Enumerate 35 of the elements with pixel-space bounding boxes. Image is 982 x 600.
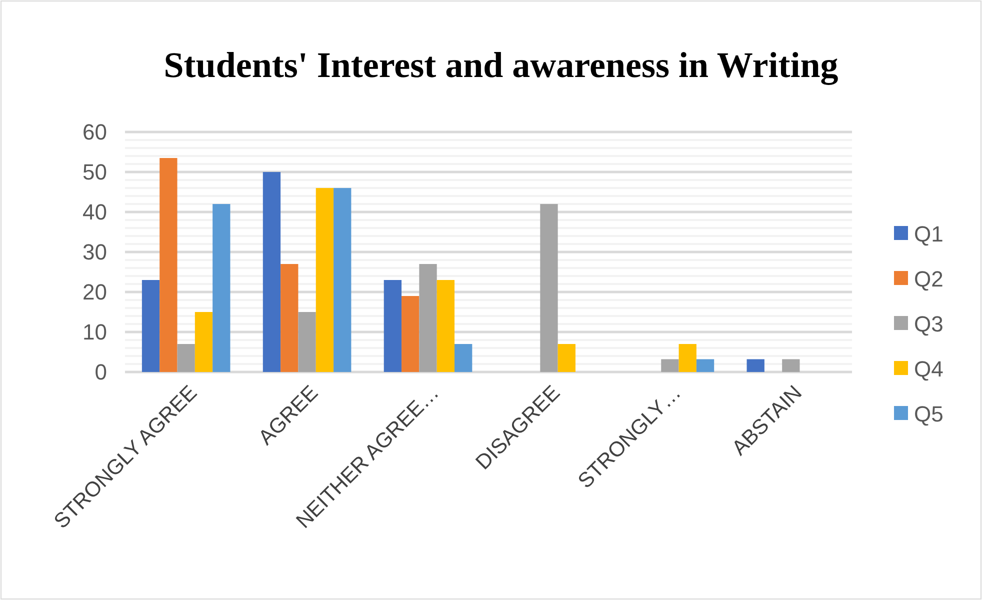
bar: [746, 359, 764, 372]
legend-label: Q1: [914, 222, 944, 247]
bar: [177, 344, 195, 372]
bar: [661, 359, 679, 372]
bar: [262, 172, 281, 372]
bar: [696, 359, 714, 372]
bar: [316, 188, 334, 372]
legend-label: Q3: [914, 312, 944, 337]
bar: [419, 264, 437, 372]
bar: [402, 296, 420, 372]
bar: [298, 312, 316, 372]
legend-label: Q5: [914, 402, 944, 427]
bar: [436, 280, 455, 372]
y-tick-label: 40: [82, 200, 107, 225]
y-tick-label: 10: [82, 320, 107, 345]
y-tick-label: 0: [94, 360, 107, 385]
bar: [160, 158, 178, 372]
bar: [678, 344, 696, 372]
bar: [454, 344, 472, 372]
bar: [142, 280, 160, 372]
bar: [194, 312, 213, 372]
bar: [782, 359, 800, 372]
bar: [334, 188, 352, 372]
y-tick-label: 20: [82, 280, 107, 305]
bar: [212, 204, 230, 372]
chart-title: Students' Interest and awareness in Writing: [164, 45, 838, 85]
y-tick-label: 50: [82, 160, 107, 185]
bar: [558, 344, 576, 372]
bar: [384, 280, 402, 372]
y-tick-label: 60: [82, 120, 107, 145]
bar: [280, 264, 298, 372]
legend-label: Q4: [914, 356, 944, 382]
y-tick-label: 30: [82, 240, 107, 265]
legend-label: Q2: [914, 266, 944, 292]
bar: [540, 204, 558, 372]
